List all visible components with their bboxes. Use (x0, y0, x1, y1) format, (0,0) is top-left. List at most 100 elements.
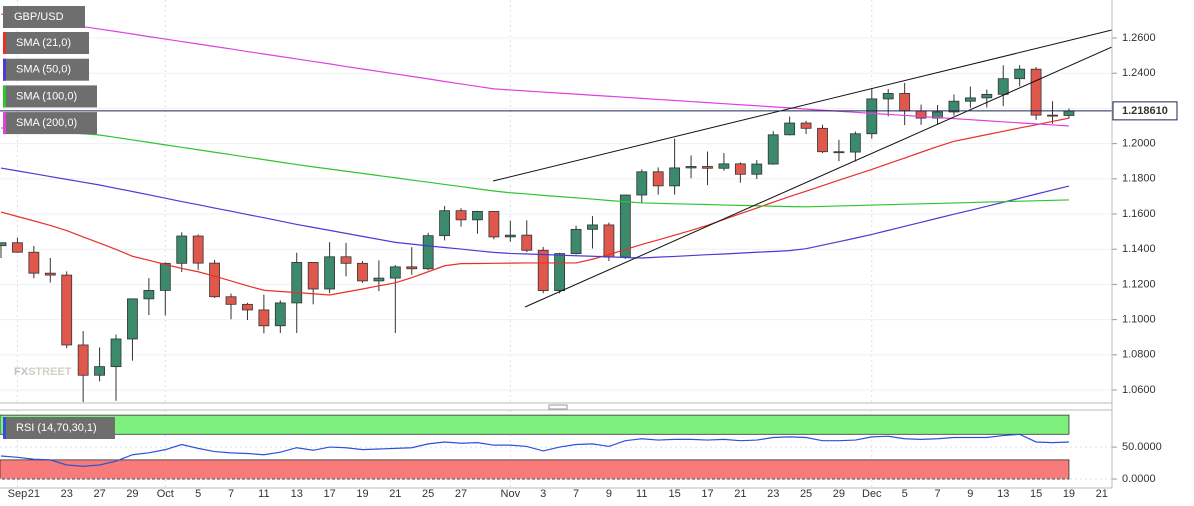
candle-body (94, 366, 105, 376)
trendline (492, 29, 1112, 182)
sma-line (0, 167, 1070, 259)
candle-body (472, 210, 483, 221)
x-tick-label: 7 (573, 488, 579, 500)
y-tick-label: 1.1200 (1122, 278, 1156, 290)
x-tick-label: 21 (1096, 488, 1108, 500)
candle-body (537, 249, 549, 291)
x-tick-label: 9 (967, 488, 973, 500)
legend-box (3, 85, 97, 108)
x-tick-label: 17 (701, 488, 713, 500)
legend-swatch (3, 32, 6, 54)
legend-box (3, 32, 89, 54)
x-tick-label: 13 (997, 488, 1009, 500)
legend-label: RSI (14,70,30,1) (16, 422, 97, 434)
candle-body (389, 266, 401, 279)
candle-body (274, 302, 286, 327)
y-tick-label: 1.2000 (1122, 138, 1156, 150)
legend-swatch (3, 417, 6, 439)
candle-body (1063, 110, 1075, 116)
panel-splitter[interactable] (548, 404, 568, 410)
x-tick-label: 23 (767, 488, 779, 500)
x-tick-label: Dec (862, 488, 882, 500)
candle-body (0, 242, 7, 247)
last-price-box (1112, 101, 1178, 121)
candle-body (143, 290, 155, 300)
x-tick-label: 3 (540, 488, 546, 500)
legend-label: SMA (50,0) (16, 64, 71, 76)
candle-body (225, 296, 237, 305)
legend-box[interactable] (3, 417, 115, 439)
candle-body (77, 344, 89, 376)
x-tick-label: 21 (389, 488, 401, 500)
legend-label: SMA (200,0) (16, 117, 77, 129)
candle-body (702, 166, 713, 169)
candle-body (636, 171, 648, 196)
x-tick-label: 19 (356, 488, 368, 500)
candle-body (324, 256, 336, 290)
trendline (524, 46, 1112, 308)
x-tick-label: 21 (28, 488, 40, 500)
candle-body (373, 277, 385, 282)
legend-box (3, 58, 89, 81)
y-tick-label: 1.1800 (1122, 173, 1156, 185)
x-tick-label: 21 (734, 488, 746, 500)
candle-body (488, 210, 500, 238)
last-price-label: 1.218610 (1122, 105, 1168, 117)
candle-body (554, 253, 566, 291)
sma-line (0, 127, 1069, 208)
candle-body (652, 171, 664, 187)
candle-body (110, 338, 122, 368)
rsi-band (0, 459, 1070, 480)
candle-body (1014, 68, 1026, 80)
candle-body (61, 274, 73, 346)
candle-body (570, 228, 582, 255)
y-tick-label: 1.1000 (1122, 314, 1156, 326)
candle-body (209, 262, 220, 298)
candle-body (192, 235, 204, 264)
x-tick-label: 15 (669, 488, 681, 500)
candle-body (28, 251, 40, 274)
y-tick-label: 1.1400 (1122, 243, 1156, 255)
candle-body (981, 93, 993, 99)
legend-box[interactable] (3, 6, 85, 28)
candle-body (12, 242, 23, 253)
legend-box (3, 112, 97, 135)
x-tick-label: 5 (195, 488, 201, 500)
candle-body (767, 134, 779, 165)
x-tick-label: 27 (93, 488, 105, 500)
watermark-part: STREET (28, 366, 72, 378)
candle-body (242, 303, 253, 311)
candle-body (439, 210, 451, 237)
candle-body (258, 309, 270, 327)
candle-body (587, 224, 598, 230)
candle-body (619, 194, 631, 258)
main-plot: FXSTREET (0, 13, 1112, 402)
candle-body (603, 224, 615, 258)
candle-body (964, 97, 976, 102)
x-tick-label: 29 (126, 488, 138, 500)
x-tick-label: Nov (501, 488, 521, 500)
candle-body (504, 234, 516, 238)
legend-label: SMA (100,0) (16, 90, 77, 102)
candle-body (127, 298, 138, 340)
x-tick-label: 17 (323, 488, 335, 500)
rsi-plot (0, 410, 1112, 488)
candle-body (159, 262, 171, 291)
candle-body (784, 122, 796, 136)
legend-label: SMA (21,0) (16, 37, 71, 49)
x-tick-label: 15 (1030, 488, 1042, 500)
candle-body (734, 163, 746, 175)
x-tick-label: Oct (157, 488, 174, 500)
x-tick-label: 23 (61, 488, 73, 500)
x-tick-label: 19 (1063, 488, 1075, 500)
legend-swatch (3, 85, 6, 108)
candle-body (357, 262, 368, 282)
candle-body (521, 234, 533, 251)
candle-body (422, 235, 434, 270)
candle-body (882, 93, 894, 100)
candle-body (817, 127, 828, 153)
candle-body (800, 122, 812, 129)
x-tick-label: 11 (258, 488, 269, 500)
axes: Sep 21 23 27 29 Oct 5 7 11 13 17 19 21 25 27 Nov 3 7 9 11 15… (8, 32, 1178, 500)
